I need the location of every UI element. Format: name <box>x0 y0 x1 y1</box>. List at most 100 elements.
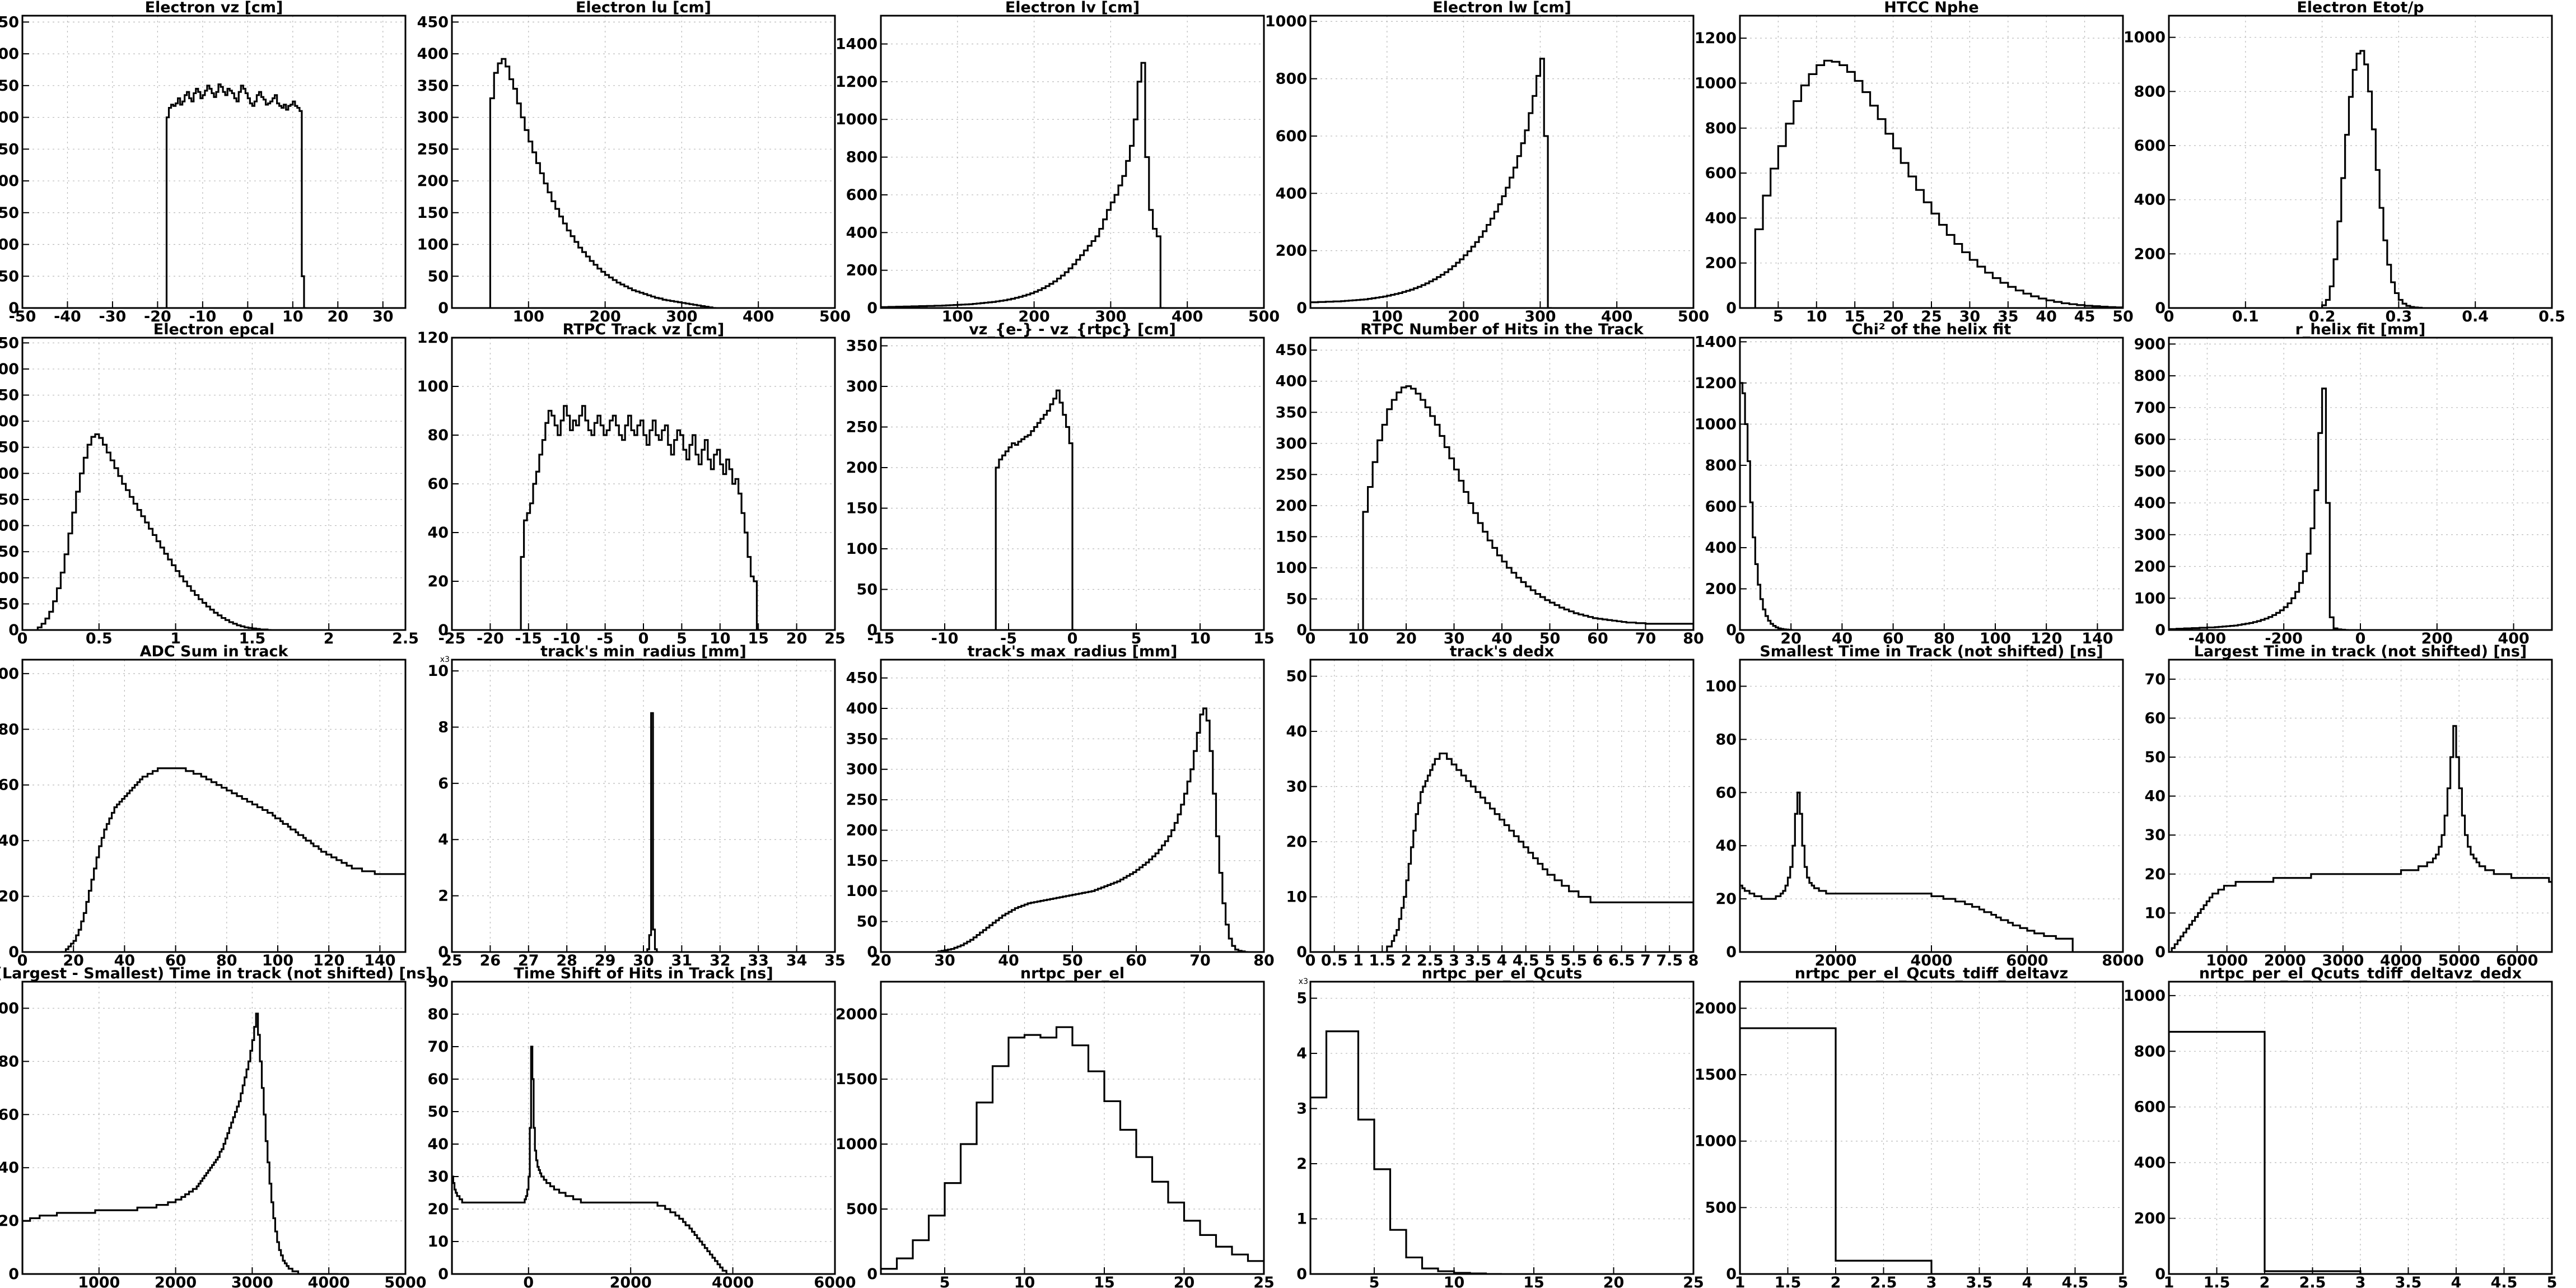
y-tick-label: 1400 <box>1695 333 1737 351</box>
x-tick-label: 0 <box>1734 630 1745 647</box>
x-tick-label: 80 <box>1934 630 1955 647</box>
y-tick-label: 500 <box>2134 463 2166 480</box>
x-tick-label: 20 <box>871 952 892 969</box>
histogram-svg-0: Electron vz [cm]-50 -40 -30 -20 -10 0 10 20 3005… <box>0 0 407 325</box>
y-tick-label: 400 <box>2134 494 2166 512</box>
y-tick-label: 20 <box>1715 890 1737 908</box>
histogram-svg-13: track's min_radius [mm]25 26 27 28 29 30 31 32 3… <box>427 643 845 969</box>
x-tick-label: -10 <box>189 308 216 325</box>
y-tick-label: 90 <box>427 973 449 991</box>
x-tick-label: 4 <box>1497 952 1508 969</box>
y-tick-label: 1000 <box>1695 416 1737 433</box>
histogram-panel-12: ADC Sum in track 0 20 40 60 80 100 120 140 0 20 40 6… <box>0 643 430 969</box>
y-tick-label: 150 <box>0 543 19 561</box>
y-tick-label: 1500 <box>1695 1066 1737 1084</box>
y-tick-label: 20 <box>427 1201 449 1218</box>
x-tick-label: 120 <box>313 952 344 969</box>
histogram-line <box>646 712 659 952</box>
y-tick-label: 10 <box>427 662 449 680</box>
y-tick-label: 200 <box>1276 242 1307 260</box>
x-tick-label: 1000 <box>2206 952 2248 969</box>
chart-title: RTPC Track vz [cm] <box>562 321 724 338</box>
x-tick-label: 40 <box>114 952 136 969</box>
y-tick-label: 450 <box>0 387 19 404</box>
chart-title: Electron vz [cm] <box>145 0 283 16</box>
x-tick-label: 3.5 <box>1966 1274 1992 1288</box>
x-tick-label: 5 <box>1369 1274 1380 1288</box>
y-tick-label: 800 <box>846 149 878 166</box>
x-tick-label: 2.5 <box>1417 952 1444 969</box>
x-tick-label: 8 <box>1688 952 1699 969</box>
y-tick-label: 70 <box>2145 671 2166 688</box>
y-tick-label: 30 <box>427 1168 449 1186</box>
y-tick-label: 0 <box>867 1266 878 1283</box>
y-tick-label: 100 <box>2134 590 2166 607</box>
y-tick-label: 2000 <box>1695 1000 1737 1017</box>
x-tick-label: 0 <box>17 952 28 969</box>
y-tick-label: 1000 <box>2124 987 2166 1005</box>
x-tick-label: -10 <box>931 630 959 647</box>
x-tick-label: 0 <box>17 630 28 647</box>
histogram-panel-20: nrtpc_per_el 5 10 15 20 25 0 500 1000 1500 2000 <box>836 965 1288 1288</box>
y-tick-label: 600 <box>846 186 878 204</box>
x-tick-label: -50 <box>9 308 36 325</box>
x-tick-label: 2.5 <box>392 630 419 647</box>
y-tick-label: 10 <box>1286 889 1307 906</box>
y-tick-label: 20 <box>1286 833 1307 851</box>
chart-title: RTPC Number of Hits in the Track <box>1360 321 1644 338</box>
y-tick-label: 1 <box>1296 1211 1307 1228</box>
x-tick-label: 15 <box>1254 630 1275 647</box>
y-tick-label: 400 <box>1705 209 1736 227</box>
x-tick-label: 5 <box>1131 630 1142 647</box>
x-tick-label: 0.5 <box>86 630 113 647</box>
plot-frame <box>21 337 407 631</box>
x-tick-label: 100 <box>1979 630 2010 647</box>
x-tick-label: 0.3 <box>2386 308 2412 325</box>
histogram-svg-15: track's dedx 0 0.5 1 1.5 2 2.5 3 3.5 4 4.5 5 5.5 6 6.5… <box>1286 643 1699 969</box>
y-tick-label: 20 <box>0 888 19 906</box>
y-tick-label: 250 <box>1276 466 1307 483</box>
x-tick-label: 6.5 <box>1608 952 1635 969</box>
x-tick-label: 100 <box>512 308 544 325</box>
histogram-line <box>2169 725 2552 952</box>
x-tick-label: 50 <box>1539 630 1561 647</box>
y-tick-label: 400 <box>0 45 19 63</box>
x-tick-label: 4.5 <box>1513 952 1539 969</box>
y-tick-label: 40 <box>1286 723 1307 740</box>
x-tick-label: 4000 <box>308 1274 350 1288</box>
x-tick-label: 7 <box>1640 952 1651 969</box>
histogram-line <box>451 1046 728 1274</box>
y-tick-label: 0 <box>8 622 19 639</box>
y-tick-label: 200 <box>2134 558 2166 576</box>
y-tick-label: 50 <box>1286 590 1307 608</box>
x-tick-label: 4000 <box>1910 952 1952 969</box>
y-tick-label: 2 <box>1296 1155 1307 1173</box>
histogram-svg-2: Electron lv [cm] 100 200 300 400 500 0 200 400 60… <box>836 0 1280 325</box>
x-tick-label: 0.2 <box>2309 308 2336 325</box>
y-tick-label: 0 <box>1296 622 1307 639</box>
histogram-svg-21: nrtpc_per_el_Qcuts 5 10 15 20 25 0 1 2 3 4 5 x3 <box>1296 965 1704 1288</box>
chart-title: Smallest Time in Track (not shifted) [ns… <box>1760 643 2103 660</box>
x-tick-label: 20 <box>63 952 84 969</box>
y-tick-label: 200 <box>846 822 878 839</box>
x-tick-label: 300 <box>666 308 697 325</box>
y-tick-label: 800 <box>2134 367 2166 385</box>
y-tick-label: 400 <box>846 700 878 717</box>
x-tick-label: 4 <box>2022 1274 2032 1288</box>
histogram-panel-23: nrtpc_per_el_Qcuts_tdiff_deltavz_dedx 1 1.… <box>2124 965 2576 1288</box>
x-tick-label: 30 <box>633 952 654 969</box>
histogram-panel-0: Electron vz [cm] -50 -40 -30 -20 -10 0 10 20 30 0 5… <box>0 0 430 325</box>
y-tick-label: 0 <box>2155 622 2166 639</box>
x-tick-label: 60 <box>1126 952 1147 969</box>
y-tick-label: 1500 <box>836 1071 878 1088</box>
x-tick-label: 60 <box>1882 630 1903 647</box>
x-tick-label: 1.5 <box>1369 952 1396 969</box>
x-tick-label: 8000 <box>2102 952 2144 969</box>
x-tick-label: 0 <box>638 630 648 647</box>
y-tick-label: 1000 <box>1265 13 1307 30</box>
x-tick-label: 7.5 <box>1656 952 1683 969</box>
plot-frame <box>880 981 1265 1275</box>
y-tick-label: 0 <box>8 1266 19 1283</box>
histogram-line <box>1310 1030 1502 1274</box>
y-tick-label: 50 <box>427 1103 449 1121</box>
